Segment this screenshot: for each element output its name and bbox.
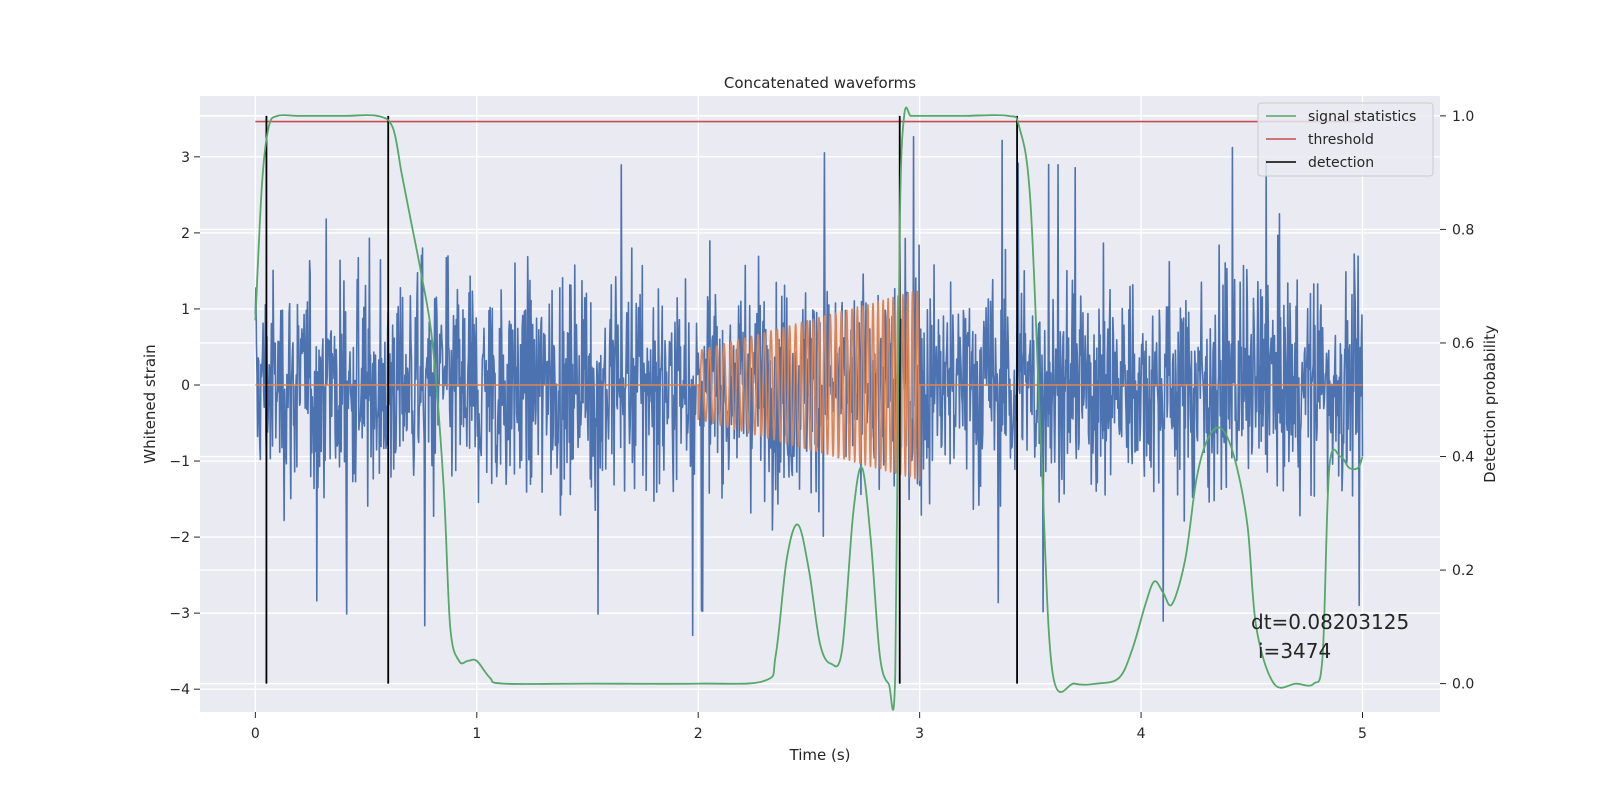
- chirp-trace: [255, 290, 1363, 481]
- y-right-tick-label: 0.2: [1452, 563, 1474, 579]
- y-right-tick-label: 1.0: [1452, 109, 1474, 125]
- x-tick-label: 0: [251, 726, 260, 742]
- axes: 0 1 2 3 4 5 −4 −3 −2 −1 0 1 2 3 0.0 0.2 0.4 0.6 0.8 1.0: [169, 109, 1474, 742]
- y-right-tick-label: 0.4: [1452, 450, 1474, 466]
- chirp-series: [255, 290, 1363, 481]
- y-axis-label-right: Detection probability: [1481, 325, 1499, 483]
- legend-label-detection: detection: [1308, 155, 1374, 171]
- annotation-dt: dt=0.08203125: [1251, 610, 1409, 634]
- y-left-tick-label: −2: [169, 530, 190, 546]
- y-right-tick-label: 0.8: [1452, 222, 1474, 238]
- legend-label-threshold: threshold: [1308, 132, 1374, 148]
- y-right-tick-label: 0.0: [1452, 677, 1474, 693]
- x-tick-label: 4: [1137, 726, 1146, 742]
- y-right-tick-label: 0.6: [1452, 336, 1474, 352]
- legend-box: [1257, 102, 1434, 177]
- y-left-tick-label: 1: [181, 302, 190, 318]
- legend: signal statistics threshold detection: [1257, 102, 1434, 177]
- y-left-tick-label: 3: [181, 150, 190, 166]
- x-tick-label: 2: [694, 726, 703, 742]
- x-tick-label: 3: [915, 726, 924, 742]
- y-left-tick-label: −1: [169, 454, 190, 470]
- x-tick-label: 1: [472, 726, 481, 742]
- y-left-tick-label: −3: [169, 606, 190, 622]
- x-tick-label: 5: [1358, 726, 1367, 742]
- signal-statistics-line: [254, 106, 1364, 711]
- chart-title: Concatenated waveforms: [724, 74, 916, 92]
- signal-statistics-series: [254, 106, 1364, 711]
- y-axis-label-left: Whitened strain: [141, 344, 159, 463]
- y-left-tick-label: −4: [169, 682, 190, 698]
- y-left-tick-label: 0: [181, 378, 190, 394]
- y-left-tick-label: 2: [181, 226, 190, 242]
- annotation-index: i=3474: [1258, 639, 1331, 663]
- legend-label-signal-statistics: signal statistics: [1308, 109, 1416, 125]
- x-axis-label: Time (s): [789, 746, 851, 764]
